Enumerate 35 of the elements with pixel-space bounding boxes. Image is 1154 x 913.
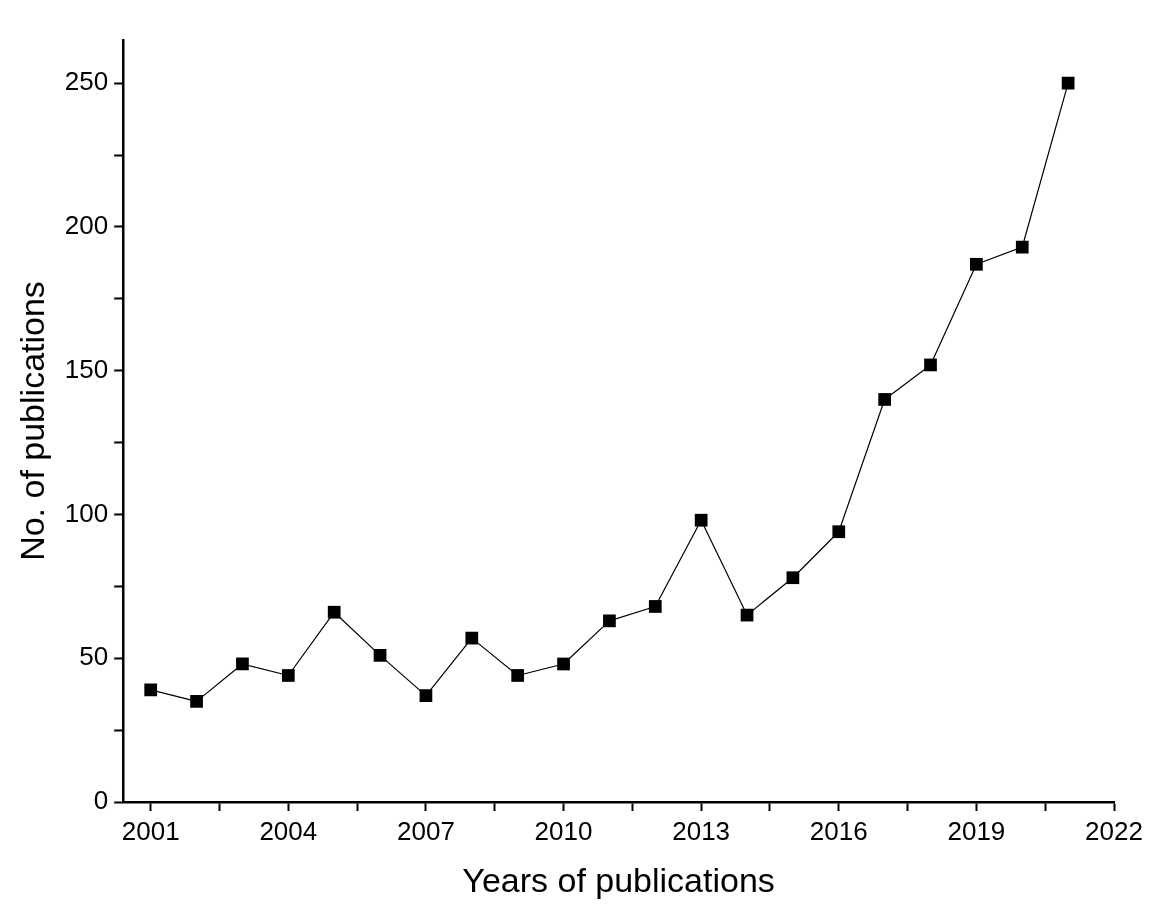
x-tick-label: 2001	[121, 815, 180, 846]
x-tick-label: 2013	[672, 815, 731, 846]
point	[557, 657, 570, 671]
x-tick-label: 2019	[947, 815, 1006, 846]
x-tick-label: 2022	[1085, 815, 1143, 846]
point	[694, 513, 708, 527]
y-tick-label: 250	[64, 66, 109, 97]
point	[190, 695, 203, 708]
point	[924, 358, 937, 372]
point	[281, 669, 295, 682]
point	[832, 525, 846, 539]
y-tick-label: 150	[64, 353, 109, 384]
point	[327, 605, 341, 619]
point	[144, 683, 158, 697]
y-tick-label: 50	[79, 641, 109, 672]
x-tick-label: 2007	[397, 815, 455, 846]
x-tick-label: 2004	[259, 815, 318, 846]
point	[1015, 240, 1029, 254]
point	[465, 631, 479, 645]
x-axis-title: Years of publications	[462, 860, 775, 899]
point	[878, 393, 892, 406]
point	[786, 571, 800, 585]
point	[648, 600, 662, 613]
point	[236, 657, 249, 671]
point	[603, 614, 616, 628]
point	[373, 648, 387, 662]
point	[419, 689, 433, 702]
point	[511, 669, 525, 682]
x-tick-label: 2010	[534, 815, 593, 846]
point	[970, 257, 983, 271]
y-tick-label: 100	[64, 497, 109, 528]
y-tick-label: 0	[93, 785, 109, 816]
y-tick-label: 200	[64, 210, 109, 241]
x-tick-label: 2016	[809, 815, 868, 846]
y-axis-title: No. of publications	[12, 281, 51, 561]
